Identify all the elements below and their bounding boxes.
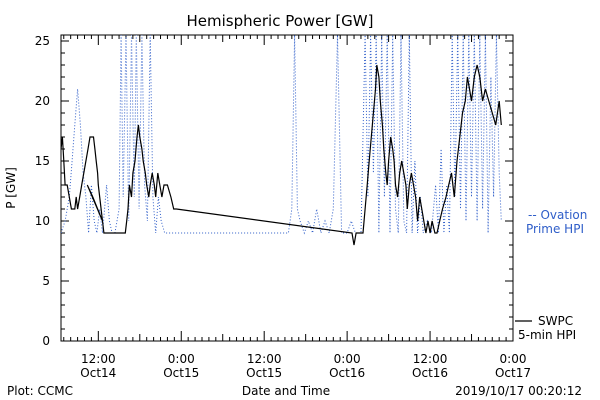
x-tick-label-date: Oct15 bbox=[163, 366, 199, 380]
timestamp: 2019/10/17 00:20:12 bbox=[455, 384, 582, 398]
x-tick-label-date: Oct17 bbox=[495, 366, 531, 380]
y-axis-label: P [GW] bbox=[4, 167, 18, 209]
x-tick-labels: 12:00Oct140:00Oct1512:00Oct150:00Oct1612… bbox=[80, 352, 531, 380]
x-tick-label-time: 12:00 bbox=[247, 352, 282, 366]
plot-axes bbox=[60, 34, 514, 342]
y-tick-label: 15 bbox=[35, 154, 50, 168]
legend-ovation-line2: Prime HPI bbox=[526, 222, 584, 236]
x-tick-label-time: 0:00 bbox=[334, 352, 361, 366]
x-tick-label-date: Oct15 bbox=[246, 366, 282, 380]
x-tick-label-date: Oct16 bbox=[329, 366, 365, 380]
x-axis-label: Date and Time bbox=[242, 384, 330, 398]
x-tick-label-date: Oct14 bbox=[80, 366, 116, 380]
y-tick-label: 0 bbox=[42, 334, 50, 348]
swpc-hpi-line bbox=[61, 64, 502, 246]
series-group bbox=[61, 35, 502, 246]
y-tick-label: 25 bbox=[35, 34, 50, 48]
x-tick-label-time: 12:00 bbox=[413, 352, 448, 366]
legend-ovation-line1: -- Ovation bbox=[528, 208, 587, 222]
chart-title: Hemispheric Power [GW] bbox=[187, 12, 374, 30]
ovation-prime-hpi-line bbox=[61, 35, 502, 235]
x-tick-label-time: 0:00 bbox=[168, 352, 195, 366]
legend-swpc-line1: SWPC bbox=[538, 314, 573, 328]
x-tick-label-time: 0:00 bbox=[500, 352, 527, 366]
x-tick-label-date: Oct16 bbox=[412, 366, 448, 380]
y-tick-label: 20 bbox=[35, 94, 50, 108]
y-tick-label: 10 bbox=[35, 214, 50, 228]
plot-frame bbox=[60, 34, 514, 342]
y-tick-label: 5 bbox=[42, 274, 50, 288]
legend-swpc-line2: 5-min HPI bbox=[518, 328, 576, 342]
plot-credit: Plot: CCMC bbox=[7, 384, 73, 398]
y-tick-labels: 0 5 10 15 20 25 bbox=[35, 34, 50, 348]
x-tick-label-time: 12:00 bbox=[81, 352, 116, 366]
